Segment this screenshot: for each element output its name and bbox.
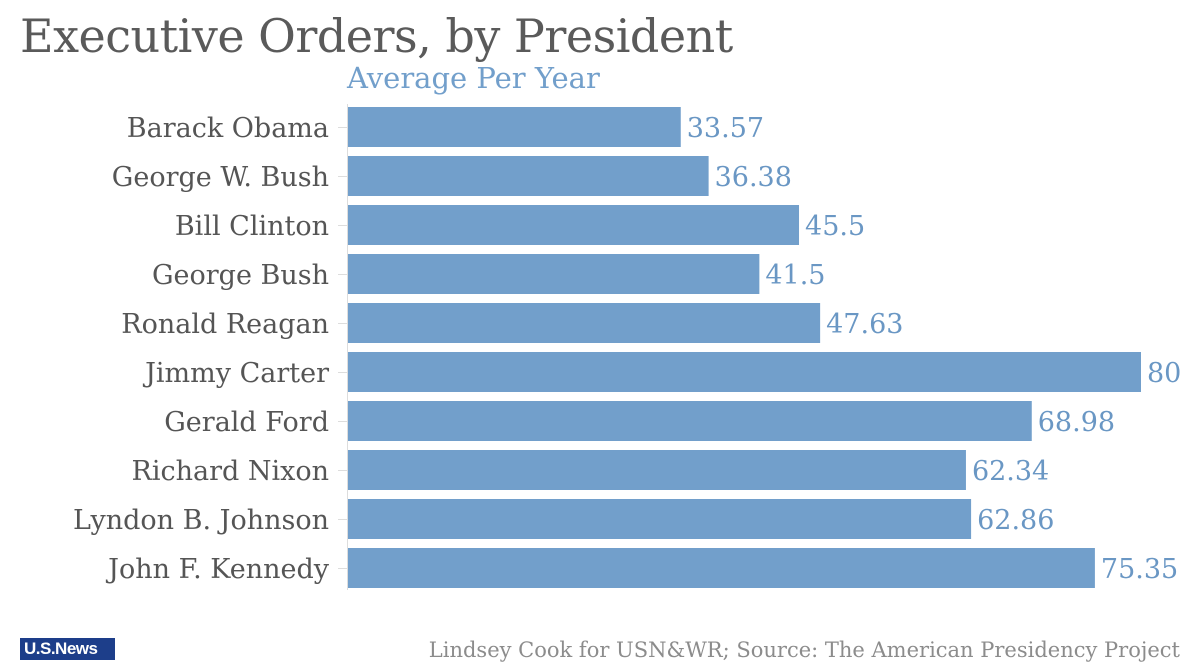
- value-labels: 33.57 36.38 45.5 41.547.63 80 68.98 62.34 62.86…: [687, 113, 1182, 585]
- category-label-bill-clinton: Bill Clinton: [175, 211, 329, 242]
- usnews-logo: U.S.News: [20, 638, 115, 660]
- bar-gerald-ford: [348, 401, 1032, 441]
- value-label-barack-obama: 33.57: [687, 113, 764, 144]
- bar-barack-obama: [348, 107, 681, 147]
- bar-jimmy-carter: [348, 352, 1141, 392]
- category-label-lyndon-b-johnson: Lyndon B. Johnson: [73, 505, 329, 536]
- category-label-george-w-bush: George W. Bush: [112, 162, 329, 193]
- category-labels: Barack Obama George W. Bush Bill Clinton Ge…: [73, 113, 330, 585]
- category-label-jimmy-carter: Jimmy Carter: [142, 358, 329, 389]
- value-label-jimmy-carter: 80: [1147, 358, 1181, 389]
- bar-series: [348, 107, 1141, 588]
- category-label-barack-obama: Barack Obama: [127, 113, 329, 144]
- category-label-john-f-kennedy: John F. Kennedy: [105, 554, 330, 585]
- value-label-ronald-reagan: 47.63: [826, 309, 903, 340]
- value-label-bill-clinton: 45.5: [805, 211, 865, 242]
- bar-bill-clinton: [348, 205, 800, 245]
- category-label-richard-nixon: Richard Nixon: [132, 456, 329, 487]
- value-label-lyndon-b-johnson: 62.86: [977, 505, 1054, 536]
- bar-john-f-kennedy: [348, 548, 1095, 588]
- value-label-george-w-bush: 36.38: [715, 162, 792, 193]
- bar-lyndon-b-johnson: [348, 499, 972, 539]
- bar-richard-nixon: [348, 450, 966, 490]
- chart-subtitle: Average Per Year: [347, 61, 600, 95]
- bar-george-w-bush: [348, 156, 709, 196]
- value-label-george-bush: 41.5: [765, 260, 825, 291]
- source-credit: Lindsey Cook for USN&WR; Source: The Ame…: [428, 638, 1180, 662]
- value-label-richard-nixon: 62.34: [972, 456, 1049, 487]
- y-axis-ticks: [338, 127, 347, 569]
- value-label-john-f-kennedy: 75.35: [1101, 554, 1178, 585]
- category-label-ronald-reagan: Ronald Reagan: [121, 309, 329, 340]
- chart-title: Executive Orders, by President: [20, 9, 733, 63]
- bar-george-bush: [348, 254, 760, 294]
- value-label-gerald-ford: 68.98: [1038, 407, 1115, 438]
- category-label-george-bush: George Bush: [152, 260, 329, 291]
- category-label-gerald-ford: Gerald Ford: [164, 407, 329, 438]
- bar-ronald-reagan: [348, 303, 821, 343]
